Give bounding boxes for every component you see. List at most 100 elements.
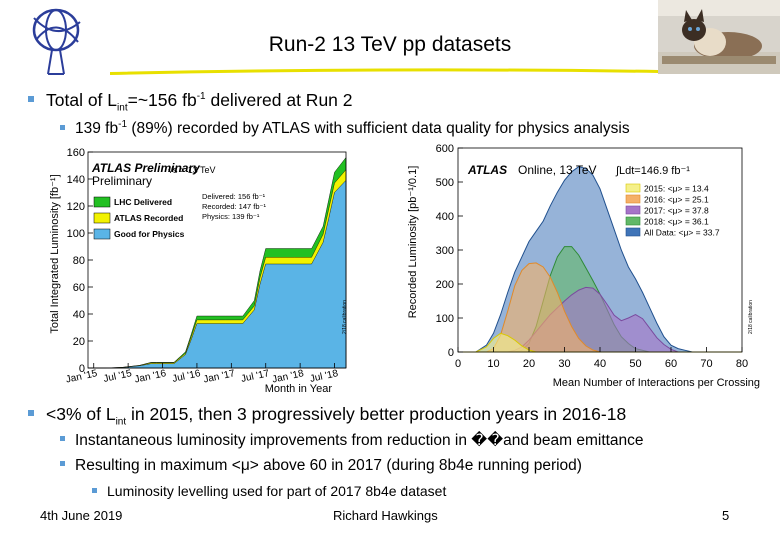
legend-label: 2018: <μ> = 36.1	[644, 217, 709, 227]
bullet-total-lumi: Total of Lint=~156 fb-1 delivered at Run…	[28, 90, 353, 114]
footer-page-number: 5	[722, 508, 730, 523]
bullet-text: Total of L	[46, 90, 118, 110]
legend-label-delivered: LHC Delivered	[114, 197, 172, 207]
y-tick-label: 400	[436, 211, 454, 223]
legend-swatch	[625, 216, 641, 226]
footer-date: 4th June 2019	[40, 508, 123, 523]
bullet-square-icon	[28, 96, 34, 103]
y-tick-label: 60	[73, 282, 85, 294]
x-tick-label: Jan '16	[134, 368, 168, 385]
bullet-production-years: <3% of Lint in 2015, then 3 progressivel…	[28, 404, 626, 428]
x-tick-label: 60	[665, 358, 677, 370]
bullet-inst-lumi: Instantaneous luminosity improvements fr…	[60, 431, 644, 450]
legend-label: 2015: <μ> = 13.4	[644, 184, 709, 194]
chart-title: ATLAS Preliminary	[91, 161, 201, 175]
bullet-text: <3% of L	[46, 404, 116, 424]
legend-label-good: Good for Physics	[114, 229, 185, 239]
lumi-integral: ∫Ldt=146.9 fb⁻¹	[615, 165, 690, 177]
bullet-square-icon	[28, 410, 34, 417]
calibration-label: 2/18 calibration	[342, 300, 348, 334]
y-tick-label: 100	[67, 228, 85, 240]
integrated-lumi-chart: Total Integrated Luminosity [fb⁻¹] 0 20 40…	[49, 147, 348, 395]
bullet-levelling: Luminosity levelling used for part of 20…	[92, 483, 446, 499]
bullet-max-mu: Resulting in maximum <μ> above 60 in 201…	[60, 457, 582, 475]
bullet-sub: int	[117, 102, 128, 114]
y-tick-label: 100	[436, 313, 454, 325]
y-tick-label: 20	[73, 336, 85, 348]
x-tick-label: Jan '15	[65, 368, 99, 385]
legend-swatch	[625, 227, 641, 237]
pileup-chart: Recorded Luminosity [pb⁻¹/0.1] 010020030…	[407, 143, 760, 389]
bullet-text: delivered at Run 2	[205, 90, 353, 110]
x-tick-label: 80	[736, 358, 748, 370]
x-axis-label: Month in Year	[265, 383, 333, 395]
annot-physics: Physics: 139 fb⁻¹	[202, 212, 260, 221]
x-tick-label: 10	[487, 358, 499, 370]
y-tick-label: 40	[73, 309, 85, 321]
y-tick-label: 80	[73, 255, 85, 267]
logo-swirl	[33, 17, 81, 43]
legend-swatch-good	[93, 228, 111, 240]
atlas-logo	[32, 8, 81, 75]
legend: LHC Delivered ATLAS Recorded Good for Ph…	[93, 196, 185, 240]
y-tick-label: 140	[67, 174, 85, 186]
legend-swatch	[625, 194, 641, 204]
bullet-sup: -1	[118, 119, 128, 130]
y-axis-label: Total Integrated Luminosity [fb⁻¹]	[49, 174, 61, 333]
bullet-text: and beam emittance	[503, 432, 644, 449]
x-tick-label: Jul '15	[103, 368, 134, 385]
bullet-sup: -1	[196, 91, 206, 103]
legend-swatch	[625, 183, 641, 193]
calibration-label: 2/18 calibration	[748, 300, 754, 334]
chart-subtitle-prelim: Preliminary	[92, 174, 152, 188]
x-tick-label: Jul '16	[171, 368, 202, 385]
legend-label: 2016: <μ> = 25.1	[644, 195, 709, 205]
bullet-recorded: 139 fb-1 (89%) recorded by ATLAS with su…	[60, 119, 630, 138]
annot-recorded: Recorded: 147 fb⁻¹	[202, 202, 266, 211]
y-tick-label: 160	[67, 147, 85, 159]
legend-swatch-recorded	[93, 212, 111, 224]
legend-label: 2017: <μ> = 37.8	[644, 206, 709, 216]
missing-glyph: ��	[471, 432, 504, 449]
bullet-text: Instantaneous luminosity improvements fr…	[75, 432, 472, 449]
series-area-good-for-physics	[88, 179, 347, 369]
x-tick-label: Jan '17	[202, 368, 236, 385]
slide-title: Run-2 13 TeV pp datasets	[268, 33, 512, 56]
y-tick-label: 0	[448, 347, 454, 359]
chart-subtitle: Online, 13 TeV	[518, 163, 597, 177]
x-tick-label: 70	[700, 358, 712, 370]
y-tick-label: 0	[79, 363, 85, 375]
bullet-text: (89%) recorded by ATLAS with sufficient …	[127, 120, 630, 138]
cat-photo	[658, 0, 780, 74]
bullet-square-icon	[92, 487, 97, 493]
legend-label-recorded: ATLAS Recorded	[114, 213, 183, 223]
bullet-square-icon	[60, 124, 65, 130]
legend-label: All Data: <μ> = 33.7	[644, 228, 720, 238]
x-axis-label: Mean Number of Interactions per Crossing	[553, 377, 760, 389]
bullet-square-icon	[60, 436, 65, 442]
y-tick-label: 300	[436, 245, 454, 257]
bullet-square-icon	[60, 461, 65, 467]
logo-stand	[47, 49, 65, 75]
legend-swatch	[625, 205, 641, 215]
y-tick-label: 120	[67, 201, 85, 213]
y-tick-label: 600	[436, 143, 454, 155]
legend-swatch-delivered	[93, 196, 111, 208]
bullet-text: Luminosity levelling used for part of 20…	[107, 483, 447, 499]
y-tick-label: 200	[436, 279, 454, 291]
y-tick-label: 500	[436, 177, 454, 189]
bullet-text: =~156 fb	[127, 90, 197, 110]
footer-author: Richard Hawkings	[333, 508, 438, 523]
bullet-sub: int	[115, 416, 127, 428]
bullet-text: Resulting in maximum <μ> above 60 in 201…	[75, 457, 582, 474]
x-tick-label: 20	[523, 358, 535, 370]
bullet-text: in 2015, then 3 progressively better pro…	[126, 404, 627, 424]
title-underline	[110, 68, 658, 75]
x-tick-label: 30	[558, 358, 570, 370]
annot-delivered: Delivered: 156 fb⁻¹	[202, 192, 266, 201]
plot-area: 0 100 200 300 400 500 600 0 10 20 30 40 50 60 70 80	[436, 143, 748, 370]
y-axis-label: Recorded Luminosity [pb⁻¹/0.1]	[407, 166, 419, 319]
x-tick-label: 0	[455, 358, 461, 370]
bullet-text: 139 fb	[75, 120, 119, 138]
